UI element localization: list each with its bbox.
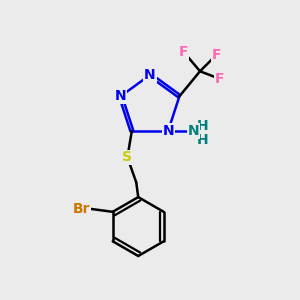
Text: N: N (188, 124, 199, 138)
Text: H: H (197, 133, 208, 147)
Text: Br: Br (73, 202, 91, 216)
Text: S: S (122, 150, 132, 164)
Text: H: H (197, 118, 208, 133)
Text: F: F (212, 48, 221, 62)
Text: N: N (115, 89, 126, 103)
Text: N: N (144, 68, 156, 82)
Text: F: F (214, 72, 224, 86)
Text: F: F (179, 45, 189, 59)
Text: N: N (162, 124, 174, 138)
